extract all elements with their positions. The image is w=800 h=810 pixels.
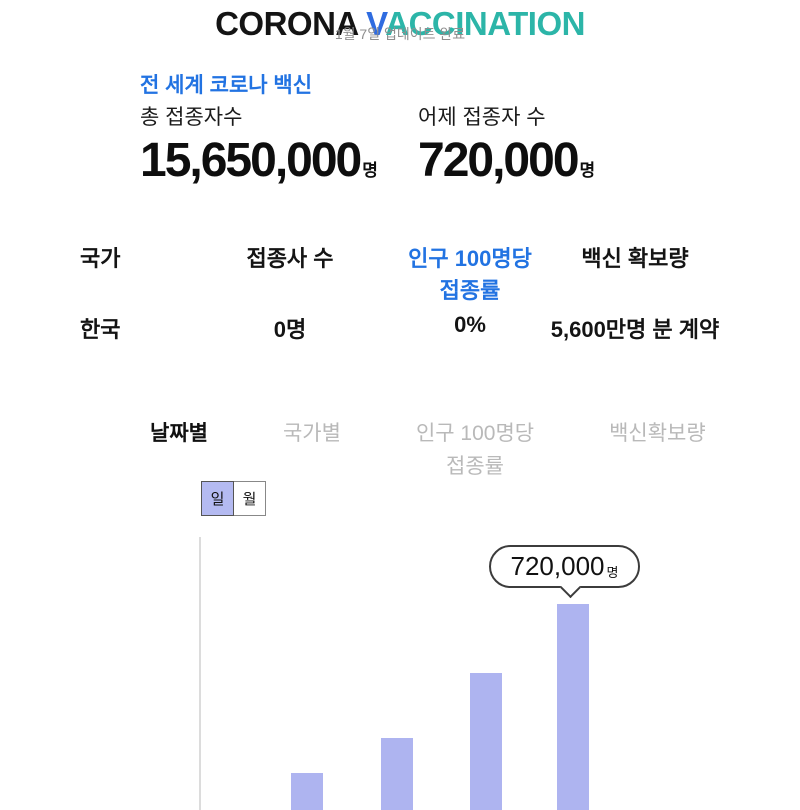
tab-by-date[interactable]: 날짜별 [150, 422, 208, 445]
bar[interactable] [557, 604, 589, 810]
bar[interactable] [291, 773, 323, 810]
cell-secured: 5,600만명 분 계약 [550, 317, 720, 342]
column-header-line2: 접종률 [439, 277, 501, 303]
stat-label: 어제 접종자 수 [418, 106, 546, 129]
column-header-secured: 백신 확보량 [581, 246, 689, 271]
stat-unit: 명 [362, 161, 378, 180]
stat-label: 총 접종자수 [140, 106, 243, 129]
stat-unit: 명 [579, 161, 596, 180]
tab-line1: 인구 100명당 [415, 422, 535, 445]
cell-per100: 0% [454, 312, 486, 337]
cell-country: 한국 [80, 317, 121, 342]
tab-by-country[interactable]: 국가별 [282, 422, 341, 445]
stat-value: 720,000 명 [418, 137, 595, 185]
period-toggle: 일 월 [201, 481, 266, 516]
callout-unit: 명 [606, 564, 619, 580]
day-toggle-button[interactable]: 일 [201, 481, 234, 516]
title-part: ACCINATION [385, 5, 585, 43]
update-status: 1월 7일 업데이트 완료 [334, 26, 466, 42]
y-axis-line [199, 537, 201, 810]
stat-number: 720,000 [418, 134, 580, 187]
column-header-doses: 접종사 수 [246, 246, 334, 271]
country-table: 국가 접종사 수 인구 100명당 접종률 백신 확보량 한국 0명 0% 5,… [80, 243, 720, 344]
total-vaccinated-stat: 총 접종자수 15,650,000 명 [140, 101, 378, 185]
yesterday-vaccinated-stat: 어제 접종자 수 720,000 명 [418, 101, 595, 185]
stat-number: 15,650,000 [140, 134, 362, 187]
column-header-per100: 인구 100명당 접종률 [390, 243, 550, 312]
tab-per100-rate[interactable]: 인구 100명당 접종률 [416, 418, 534, 483]
app-title: CORONA VACCINATION [0, 7, 800, 40]
title-part: CORONA [215, 5, 367, 43]
bar[interactable] [381, 738, 413, 810]
stat-value: 15,650,000 명 [140, 137, 378, 185]
global-section-label: 전 세계 코로나 백신 [140, 74, 313, 97]
bar[interactable] [470, 673, 502, 810]
column-header-line1: 인구 100명당 [408, 246, 532, 271]
vaccination-bar-chart [199, 537, 799, 810]
tab-line2: 접종률 [446, 454, 504, 478]
month-toggle-button[interactable]: 월 [233, 481, 266, 516]
cell-doses: 0명 [273, 317, 307, 342]
tab-secured-amount[interactable]: 백신확보량 [609, 422, 706, 445]
value-callout: 720,000 명 [489, 545, 640, 588]
chart-tabs: 날짜별 국가별 인구 100명당 접종률 백신확보량 [150, 418, 706, 483]
column-header-country: 국가 [80, 246, 121, 271]
title-part: V [366, 5, 386, 43]
callout-value: 720,000 [510, 551, 605, 581]
